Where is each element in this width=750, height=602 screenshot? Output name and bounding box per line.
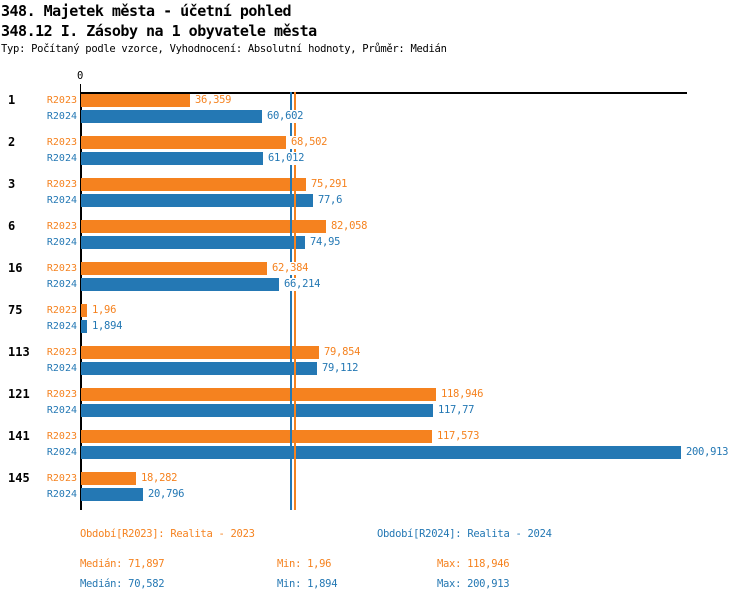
median-line-r2024 [290, 92, 292, 510]
bar [81, 346, 319, 359]
value-label: 60,602 [266, 110, 305, 123]
legend-min-r2023: Min: 1,96 [277, 558, 332, 570]
bar [81, 388, 436, 401]
value-label: 74,95 [309, 236, 342, 249]
bar [81, 278, 279, 291]
category-label: 141 [8, 429, 30, 443]
indicator-subtitle: Typ: Počítaný podle vzorce, Vyhodnocení:… [1, 43, 447, 55]
series-row-label: R2023 [46, 95, 77, 106]
series-row-label: R2024 [46, 279, 77, 290]
category-label: 113 [8, 345, 30, 359]
legend-period-r2023: Období[R2023]: Realita - 2023 [80, 528, 255, 540]
value-label: 117,573 [436, 430, 481, 443]
bar [81, 136, 286, 149]
value-label: 1,894 [91, 320, 124, 333]
value-label: 68,502 [290, 136, 329, 149]
bar [81, 446, 681, 459]
value-label: 66,214 [283, 278, 322, 291]
series-row-label: R2023 [46, 347, 77, 358]
series-row-label: R2023 [46, 263, 77, 274]
value-label: 118,946 [440, 388, 485, 401]
series-row-label: R2023 [46, 389, 77, 400]
legend-median-r2023: Medián: 71,897 [80, 558, 165, 570]
value-label: 82,058 [330, 220, 369, 233]
bar [81, 194, 313, 207]
value-label: 18,282 [140, 472, 179, 485]
category-label: 6 [8, 219, 16, 233]
series-row-label: R2023 [46, 473, 77, 484]
series-row-label: R2024 [46, 447, 77, 458]
bar [81, 488, 143, 501]
bar [81, 320, 87, 333]
bar [81, 152, 263, 165]
series-row-label: R2023 [46, 221, 77, 232]
category-label: 75 [8, 303, 23, 317]
category-label: 145 [8, 471, 30, 485]
bar [81, 110, 262, 123]
indicator-title: 348.12 I. Zásoby na 1 obyvatele města [1, 22, 317, 40]
bar [81, 472, 136, 485]
bar [81, 362, 317, 375]
category-label: 16 [8, 261, 23, 275]
legend-min-r2024: Min: 1,894 [277, 578, 338, 590]
x-axis-line [80, 92, 687, 94]
series-row-label: R2024 [46, 237, 77, 248]
legend-max-r2024: Max: 200,913 [437, 578, 510, 590]
bar [81, 262, 267, 275]
series-row-label: R2023 [46, 137, 77, 148]
series-row-label: R2024 [46, 195, 77, 206]
value-label: 200,913 [685, 446, 730, 459]
series-row-label: R2024 [46, 363, 77, 374]
series-row-label: R2023 [46, 305, 77, 316]
zero-tick [80, 84, 81, 92]
bar [81, 178, 306, 191]
median-line-r2023 [294, 92, 296, 510]
category-label: 121 [8, 387, 30, 401]
value-label: 77,6 [317, 194, 344, 207]
category-label: 2 [8, 135, 16, 149]
value-label: 36,359 [194, 94, 233, 107]
zero-tick-label: 0 [77, 70, 84, 82]
value-label: 62,384 [271, 262, 310, 275]
legend-max-r2023: Max: 118,946 [437, 558, 510, 570]
series-row-label: R2024 [46, 111, 77, 122]
bar [81, 220, 326, 233]
legend-period-r2024: Období[R2024]: Realita - 2024 [377, 528, 552, 540]
series-row-label: R2024 [46, 405, 77, 416]
bar [81, 236, 305, 249]
y-axis-line [80, 92, 82, 510]
value-label: 1,96 [91, 304, 118, 317]
series-row-label: R2023 [46, 431, 77, 442]
bar [81, 430, 432, 443]
value-label: 117,77 [437, 404, 476, 417]
legend-median-r2024: Medián: 70,582 [80, 578, 165, 590]
series-row-label: R2024 [46, 321, 77, 332]
series-row-label: R2024 [46, 153, 77, 164]
series-row-label: R2023 [46, 179, 77, 190]
bar [81, 404, 433, 417]
value-label: 79,854 [323, 346, 362, 359]
value-label: 20,796 [147, 488, 186, 501]
report-title: 348. Majetek města - účetní pohled [1, 2, 292, 20]
series-row-label: R2024 [46, 489, 77, 500]
value-label: 79,112 [321, 362, 360, 375]
category-label: 3 [8, 177, 16, 191]
bar [81, 304, 87, 317]
category-label: 1 [8, 93, 16, 107]
value-label: 61,012 [267, 152, 306, 165]
bar [81, 94, 190, 107]
value-label: 75,291 [310, 178, 349, 191]
